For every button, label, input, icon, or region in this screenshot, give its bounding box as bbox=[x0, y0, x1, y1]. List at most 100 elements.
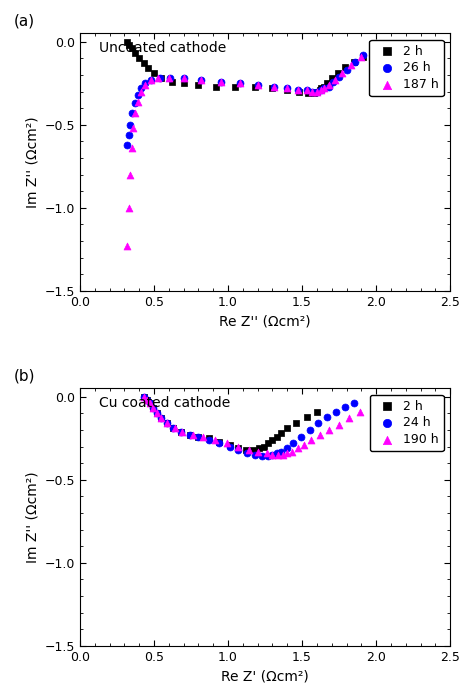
187 h bbox=[331, 75, 338, 86]
X-axis label: Re Z'' (Ωcm²): Re Z'' (Ωcm²) bbox=[219, 314, 311, 328]
190 h bbox=[269, 450, 276, 461]
2 h bbox=[177, 426, 184, 437]
187 h bbox=[254, 79, 262, 91]
24 h bbox=[235, 444, 242, 455]
187 h bbox=[165, 72, 173, 84]
2 h bbox=[205, 433, 213, 444]
26 h bbox=[335, 71, 343, 82]
24 h bbox=[146, 398, 154, 409]
2 h bbox=[168, 76, 175, 87]
187 h bbox=[347, 59, 355, 70]
26 h bbox=[134, 89, 142, 100]
187 h bbox=[128, 142, 136, 153]
2 h bbox=[226, 439, 233, 450]
26 h bbox=[352, 56, 359, 67]
2 h bbox=[158, 72, 165, 84]
190 h bbox=[294, 443, 301, 454]
190 h bbox=[254, 446, 262, 457]
2 h bbox=[249, 444, 257, 455]
26 h bbox=[329, 76, 337, 87]
190 h bbox=[171, 422, 179, 434]
26 h bbox=[147, 75, 155, 86]
187 h bbox=[134, 96, 142, 107]
2 h bbox=[140, 58, 147, 69]
190 h bbox=[283, 447, 291, 459]
187 h bbox=[137, 86, 145, 97]
2 h bbox=[212, 81, 220, 92]
190 h bbox=[279, 450, 287, 461]
26 h bbox=[125, 129, 133, 140]
2 h bbox=[283, 84, 291, 95]
2 h bbox=[278, 428, 285, 439]
2 h bbox=[195, 79, 202, 91]
190 h bbox=[211, 434, 219, 445]
26 h bbox=[343, 64, 350, 75]
26 h bbox=[198, 75, 205, 86]
26 h bbox=[156, 72, 164, 84]
2 h bbox=[273, 431, 281, 442]
Legend: 2 h, 24 h, 190 h: 2 h, 24 h, 190 h bbox=[370, 395, 444, 451]
2 h bbox=[153, 408, 161, 419]
2 h bbox=[310, 88, 318, 99]
2 h bbox=[232, 81, 239, 92]
24 h bbox=[278, 446, 285, 457]
190 h bbox=[149, 403, 156, 414]
26 h bbox=[236, 77, 244, 89]
2 h bbox=[368, 46, 375, 57]
26 h bbox=[131, 98, 138, 109]
190 h bbox=[316, 429, 324, 441]
187 h bbox=[368, 46, 375, 57]
2 h bbox=[269, 434, 276, 445]
190 h bbox=[199, 431, 207, 442]
2 h bbox=[125, 40, 133, 51]
24 h bbox=[226, 441, 233, 452]
2 h bbox=[318, 83, 325, 94]
24 h bbox=[264, 451, 272, 462]
X-axis label: Re Z' (Ωcm²): Re Z' (Ωcm²) bbox=[221, 669, 309, 683]
190 h bbox=[325, 424, 333, 436]
2 h bbox=[124, 36, 131, 47]
2 h bbox=[215, 436, 223, 447]
2 h bbox=[140, 391, 147, 402]
26 h bbox=[180, 72, 187, 84]
26 h bbox=[128, 107, 136, 118]
187 h bbox=[236, 77, 244, 89]
2 h bbox=[313, 86, 321, 97]
24 h bbox=[290, 438, 297, 449]
24 h bbox=[215, 438, 223, 449]
24 h bbox=[158, 413, 165, 424]
2 h bbox=[170, 422, 177, 434]
Y-axis label: Im Z'' (Ωcm²): Im Z'' (Ωcm²) bbox=[25, 116, 39, 208]
2 h bbox=[128, 43, 136, 54]
24 h bbox=[350, 398, 358, 409]
187 h bbox=[313, 86, 321, 97]
187 h bbox=[294, 84, 301, 95]
2 h bbox=[149, 403, 156, 414]
26 h bbox=[127, 119, 134, 130]
2 h bbox=[180, 77, 187, 89]
24 h bbox=[170, 422, 177, 434]
187 h bbox=[270, 81, 278, 92]
2 h bbox=[328, 72, 336, 84]
187 h bbox=[309, 86, 316, 97]
2 h bbox=[341, 61, 349, 72]
190 h bbox=[140, 391, 147, 402]
187 h bbox=[338, 68, 346, 79]
190 h bbox=[164, 418, 171, 429]
Legend: 2 h, 26 h, 187 h: 2 h, 26 h, 187 h bbox=[369, 40, 444, 96]
24 h bbox=[153, 408, 161, 419]
24 h bbox=[297, 431, 304, 442]
24 h bbox=[251, 450, 258, 461]
190 h bbox=[235, 441, 242, 452]
2 h bbox=[292, 418, 300, 429]
26 h bbox=[318, 84, 325, 95]
187 h bbox=[283, 83, 291, 94]
187 h bbox=[129, 123, 137, 134]
190 h bbox=[146, 398, 154, 409]
190 h bbox=[263, 447, 270, 459]
Y-axis label: Im Z'' (Ωcm²): Im Z'' (Ωcm²) bbox=[25, 471, 39, 563]
2 h bbox=[131, 48, 138, 59]
26 h bbox=[359, 49, 366, 61]
187 h bbox=[325, 79, 333, 91]
24 h bbox=[332, 406, 340, 418]
